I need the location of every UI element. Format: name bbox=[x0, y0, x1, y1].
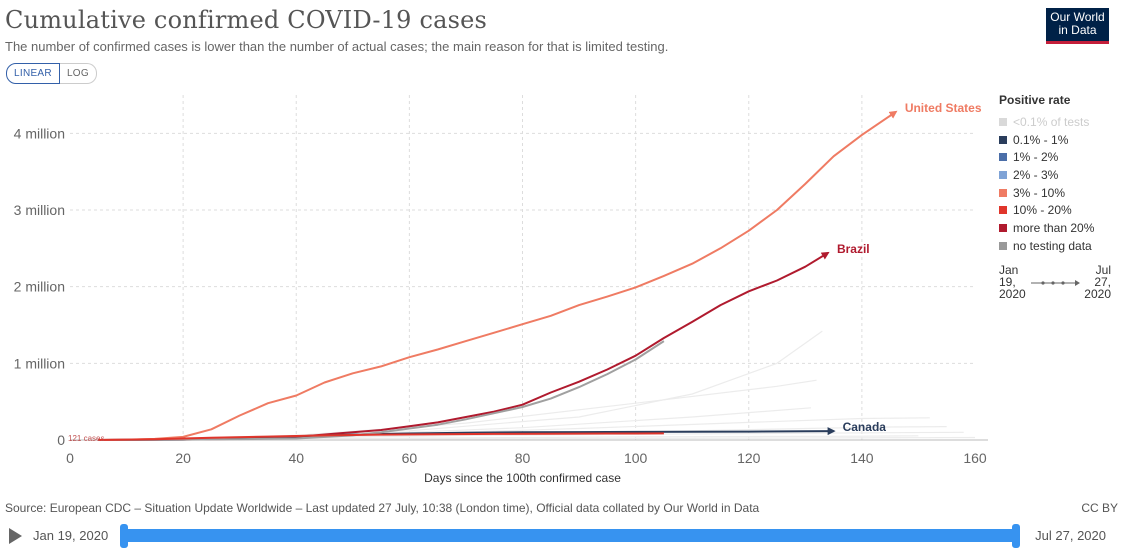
legend-label: 2% - 3% bbox=[1013, 167, 1059, 182]
linear-scale-button[interactable]: LINEAR bbox=[6, 63, 60, 84]
x-tick-label: 40 bbox=[288, 450, 304, 466]
y-tick-label: 2 million bbox=[14, 279, 65, 295]
line-chart: 0 1 million 2 million 3 million 4 million 0 20… bbox=[14, 95, 988, 485]
y-tick-label: 1 million bbox=[14, 355, 65, 371]
timeline-end-date: Jul 27, 2020 bbox=[1035, 528, 1106, 543]
owid-logo[interactable]: Our World in Data bbox=[1046, 8, 1109, 44]
log-scale-button[interactable]: LOG bbox=[59, 63, 97, 84]
scale-toggle: LINEAR LOG bbox=[6, 63, 97, 84]
legend-title: Positive rate bbox=[999, 93, 1071, 107]
y-tick-label: 4 million bbox=[14, 125, 65, 141]
legend-item[interactable]: 10% - 20% bbox=[999, 201, 1094, 219]
x-tick-label: 100 bbox=[624, 450, 648, 466]
legend-label: more than 20% bbox=[1013, 220, 1095, 235]
source-note: Source: European CDC – Situation Update … bbox=[5, 501, 760, 515]
legend-item[interactable]: 2% - 3% bbox=[999, 166, 1094, 184]
legend-label: 0.1% - 1% bbox=[1013, 132, 1069, 147]
legend-swatch bbox=[999, 206, 1007, 215]
legend-item[interactable]: more than 20% bbox=[999, 219, 1094, 237]
series-label: Canada bbox=[843, 420, 887, 434]
legend-swatch bbox=[999, 170, 1007, 179]
x-tick-label: 80 bbox=[515, 450, 531, 466]
x-tick-label: 160 bbox=[963, 450, 987, 466]
license-link[interactable]: CC BY bbox=[1081, 501, 1118, 515]
logo-line-2: in Data bbox=[1058, 23, 1097, 37]
x-tick-label: 60 bbox=[402, 450, 418, 466]
legend-item[interactable]: 3% - 10% bbox=[999, 184, 1094, 202]
legend-swatch bbox=[999, 223, 1007, 232]
y-tick-label: 0 bbox=[57, 432, 65, 448]
legend-item[interactable]: 1% - 2% bbox=[999, 148, 1094, 166]
x-tick-label: 120 bbox=[737, 450, 761, 466]
range-start: Jan 19, 2020 bbox=[999, 263, 1026, 301]
timeline-start-handle[interactable] bbox=[120, 524, 128, 548]
x-tick-label: 20 bbox=[175, 450, 191, 466]
legend-item[interactable]: <0.1% of tests bbox=[999, 113, 1094, 131]
legend-swatch bbox=[999, 241, 1007, 250]
range-arrow-icon bbox=[1031, 280, 1080, 286]
series-line bbox=[98, 432, 664, 441]
legend-swatch bbox=[999, 117, 1007, 126]
threshold-annotation: 121 cases bbox=[68, 434, 104, 443]
legend-label: 3% - 10% bbox=[1013, 185, 1066, 200]
legend-label: no testing data bbox=[1013, 238, 1092, 253]
y-tick-label: 3 million bbox=[14, 202, 65, 218]
chart-subtitle: The number of confirmed cases is lower t… bbox=[5, 39, 669, 54]
series-label: United States bbox=[905, 101, 982, 115]
timeline-start-date: Jan 19, 2020 bbox=[33, 528, 109, 543]
legend-swatch bbox=[999, 135, 1007, 144]
logo-accent-bar bbox=[1046, 41, 1109, 44]
legend-label: 1% - 2% bbox=[1013, 150, 1059, 165]
logo-line-1: Our World bbox=[1050, 10, 1105, 24]
chart-title: Cumulative confirmed COVID-19 cases bbox=[5, 6, 488, 34]
x-tick-label: 0 bbox=[66, 450, 74, 466]
timeline-range-indicator: Jan 19, 2020 Jul 27, 2020 bbox=[999, 264, 1111, 304]
timeline-end-handle[interactable] bbox=[1012, 524, 1020, 548]
legend-items: <0.1% of tests 0.1% - 1% 1% - 2% 2% - 3% 3% … bbox=[999, 113, 1094, 255]
x-tick-label: 140 bbox=[850, 450, 874, 466]
series-line-brazil bbox=[98, 251, 830, 441]
play-icon[interactable] bbox=[9, 528, 22, 544]
legend-item[interactable]: no testing data bbox=[999, 237, 1094, 255]
legend-label: 10% - 20% bbox=[1013, 203, 1072, 218]
legend-item[interactable]: 0.1% - 1% bbox=[999, 131, 1094, 149]
x-axis-title: Days since the 100th confirmed case bbox=[424, 471, 621, 485]
timeline-slider-track[interactable] bbox=[123, 529, 1016, 542]
range-end: Jul 27, 2020 bbox=[1084, 263, 1111, 301]
legend-swatch bbox=[999, 188, 1007, 197]
series-label: Brazil bbox=[837, 242, 870, 256]
legend-label: <0.1% of tests bbox=[1013, 114, 1090, 129]
legend-swatch bbox=[999, 153, 1007, 162]
positive-rate-legend: Positive rate <0.1% of tests 0.1% - 1% 1% … bbox=[999, 93, 1094, 255]
series-line bbox=[98, 340, 665, 441]
series-line-united-states bbox=[98, 110, 898, 441]
